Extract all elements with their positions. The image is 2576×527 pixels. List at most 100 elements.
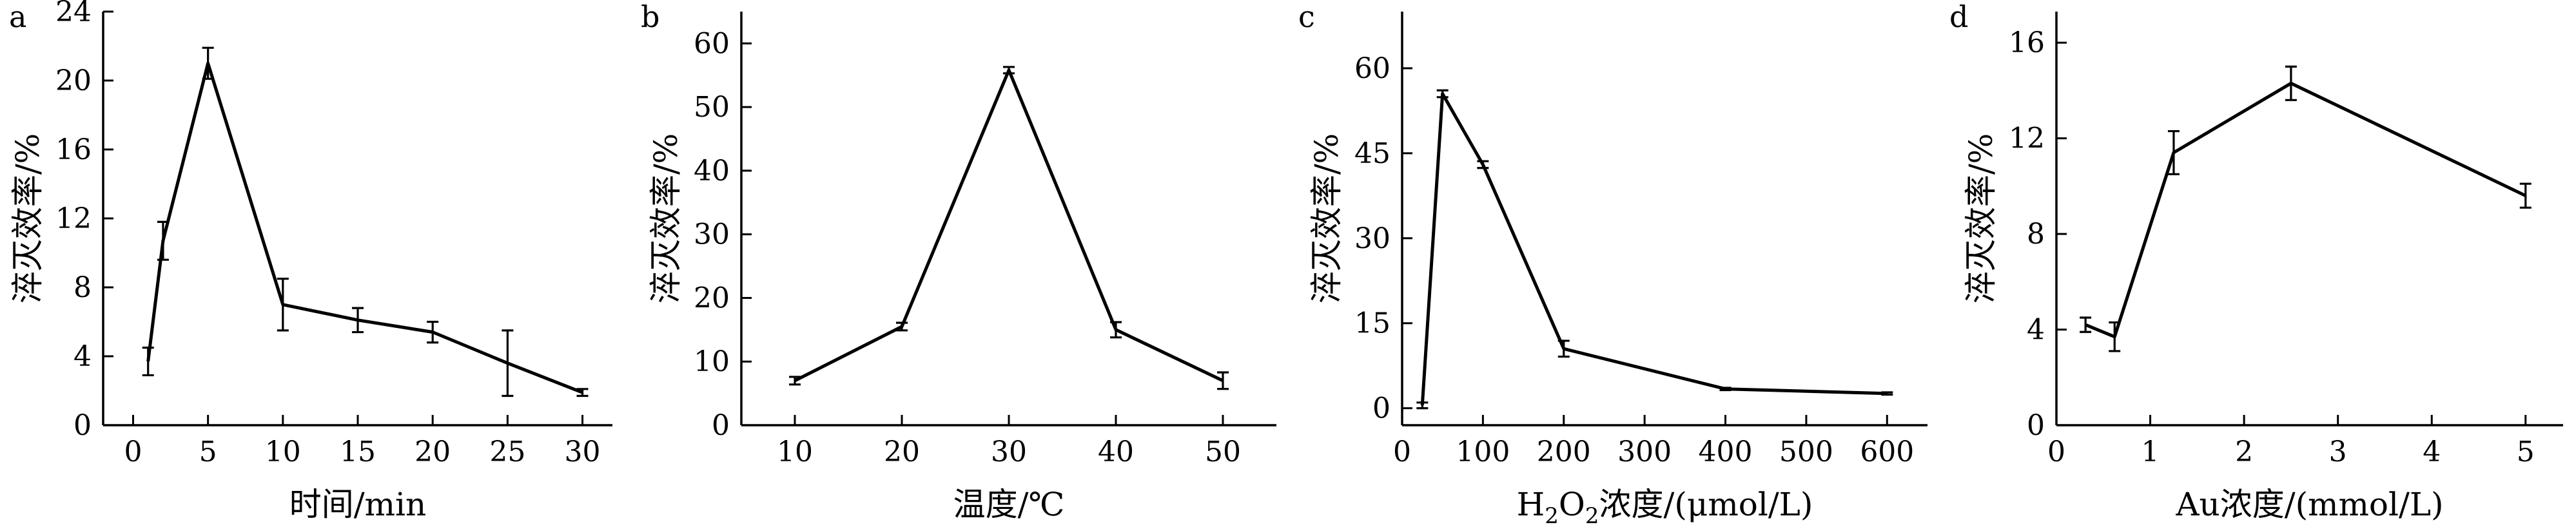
y-tick-label: 4: [73, 340, 92, 373]
x-axis-title-part: O: [1559, 486, 1585, 523]
y-tick-label: 12: [55, 202, 92, 235]
y-tick-label: 30: [694, 218, 730, 251]
data-point: [2285, 65, 2297, 101]
x-axis-title-part: 浓度/(μmol/L): [1599, 486, 1813, 523]
x-tick-label: 4: [2423, 436, 2441, 468]
x-tick-label: 30: [565, 436, 601, 468]
data-point: [202, 46, 214, 80]
data-point: [352, 307, 364, 334]
y-tick-label: 60: [1354, 52, 1390, 85]
data-point: [1436, 89, 1449, 99]
x-tick-label: 0: [1393, 436, 1411, 468]
x-tick-label: 25: [489, 436, 525, 468]
y-tick-label: 15: [1354, 307, 1390, 340]
y-tick-label: 16: [2009, 26, 2045, 59]
data-point: [502, 329, 514, 398]
chart-b-svg: b 0 10 20 30 40 50 60 10 20 30 40 50 淬灭效率/% 温度/℃: [641, 0, 1276, 523]
x-tick-label: 40: [1098, 436, 1134, 468]
y-tick-label: 0: [712, 409, 730, 442]
chart-panel-c: c 0 15 30 45 60 0 100 200 300 400 500 600 淬灭效率/% H2O2浓…: [1289, 0, 1940, 527]
data-point: [277, 278, 289, 332]
x-tick-label: 20: [884, 436, 920, 468]
data-point: [2167, 129, 2180, 175]
panel-label: d: [1949, 0, 1968, 34]
x-tick-label: 30: [991, 436, 1027, 468]
y-tick-label: 45: [1354, 137, 1390, 170]
y-tick-label: 0: [2027, 409, 2045, 442]
data-point: [576, 388, 589, 398]
y-tick-label: 0: [73, 409, 92, 442]
x-tick-label: 3: [2329, 436, 2347, 468]
x-axis-title-part: H: [1517, 486, 1545, 523]
chart-a-svg: a 0 4 8 12 16 20 24 0 5 10 15 20 25 30 淬灭效率/% 时间/min: [9, 0, 612, 523]
data-point: [1719, 387, 1732, 392]
y-tick-label: 16: [55, 133, 92, 166]
data-point: [1557, 340, 1570, 358]
data-point: [896, 321, 908, 332]
y-tick-label: 40: [694, 155, 730, 187]
panel-label: b: [641, 0, 659, 34]
data-point: [1110, 321, 1122, 339]
panel-label: a: [9, 0, 26, 34]
y-axis-title: 淬灭效率/%: [647, 133, 685, 303]
y-axis-title: 淬灭效率/%: [9, 133, 46, 303]
x-tick-label: 0: [2047, 436, 2065, 468]
y-tick-label: 12: [2009, 122, 2045, 155]
x-axis-title: Au浓度/(mmol/L): [2175, 486, 2443, 523]
y-tick-label: 0: [1372, 392, 1390, 425]
data-point: [2519, 182, 2532, 209]
data-point: [1217, 371, 1229, 390]
series-line: [146, 61, 583, 394]
x-tick-label: 300: [1617, 436, 1672, 468]
x-axis-title-subscript: 2: [1585, 503, 1599, 527]
x-tick-label: 200: [1537, 436, 1591, 468]
y-axis-title: 淬灭效率/%: [1308, 133, 1345, 303]
data-point: [157, 220, 169, 261]
y-tick-label: 4: [2027, 314, 2045, 347]
x-tick-label: 15: [340, 436, 376, 468]
data-point: [1477, 160, 1489, 169]
chart-panel-d: d 0 4 8 12 16 0 1 2 3 4 5 淬灭效率/% Au浓度/(mmol/L): [1940, 0, 2576, 527]
data-point: [427, 320, 439, 344]
x-axis-title: 时间/min: [289, 486, 426, 523]
y-tick-label: 20: [694, 282, 730, 314]
x-tick-label: 1: [2142, 436, 2160, 468]
x-axis-title-subscript: 2: [1545, 503, 1559, 527]
x-tick-label: 5: [199, 436, 217, 468]
x-tick-label: 5: [2517, 436, 2535, 468]
panel-label: c: [1298, 0, 1315, 34]
x-tick-label: 400: [1699, 436, 1753, 468]
x-tick-label: 20: [415, 436, 451, 468]
x-tick-label: 50: [1205, 436, 1241, 468]
y-tick-label: 8: [73, 271, 92, 304]
x-tick-label: 10: [777, 436, 813, 468]
data-point: [789, 376, 801, 386]
series-line: [1420, 92, 1888, 406]
x-tick-label: 10: [265, 436, 301, 468]
y-axis-title: 淬灭效率/%: [1962, 133, 2000, 303]
data-point: [142, 347, 154, 377]
data-point: [2109, 321, 2121, 352]
x-tick-label: 0: [124, 436, 142, 468]
series-line: [2085, 81, 2526, 339]
series-line: [794, 68, 1224, 383]
x-axis-title: 温度/℃: [953, 486, 1065, 523]
data-point: [1881, 391, 1893, 396]
data-point: [2080, 316, 2092, 333]
x-tick-label: 600: [1860, 436, 1914, 468]
data-point: [1416, 401, 1429, 410]
x-tick-label: 500: [1779, 436, 1833, 468]
x-tick-label: 2: [2235, 436, 2253, 468]
y-tick-label: 8: [2027, 218, 2045, 251]
y-tick-label: 60: [694, 27, 730, 60]
y-tick-label: 20: [55, 64, 92, 97]
chart-panel-a: a 0 4 8 12 16 20 24 0 5 10 15 20 25 30 淬灭效率/% 时间/min: [0, 0, 632, 527]
y-tick-label: 30: [1354, 222, 1390, 255]
y-tick-label: 24: [55, 0, 92, 28]
y-tick-label: 10: [694, 345, 730, 378]
x-axis-title: H2O2浓度/(μmol/L): [1517, 486, 1813, 527]
y-tick-label: 50: [694, 91, 730, 124]
x-tick-label: 100: [1456, 436, 1510, 468]
data-point: [1003, 66, 1015, 75]
